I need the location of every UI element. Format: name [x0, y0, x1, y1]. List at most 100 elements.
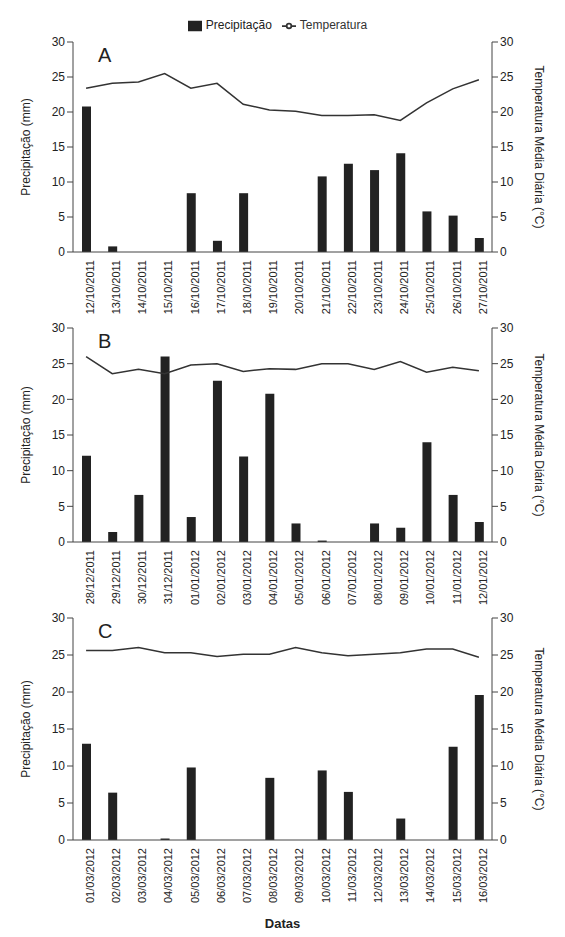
svg-text:18/10/2011: 18/10/2011	[241, 260, 253, 314]
svg-text:20: 20	[52, 105, 66, 119]
svg-text:25: 25	[52, 648, 66, 662]
svg-text:23/10/2011: 23/10/2011	[372, 260, 384, 314]
svg-text:28/12/2011: 28/12/2011	[84, 550, 96, 604]
svg-text:20: 20	[52, 393, 66, 407]
svg-text:30: 30	[52, 611, 66, 625]
svg-text:25: 25	[52, 70, 66, 84]
svg-text:25: 25	[500, 70, 514, 84]
svg-text:Temperatura Média Diária (°C): Temperatura Média Diária (°C)	[532, 66, 546, 229]
svg-text:10: 10	[500, 759, 514, 773]
svg-text:12/10/2011: 12/10/2011	[84, 260, 96, 314]
svg-text:07/03/2012: 07/03/2012	[241, 848, 253, 903]
svg-text:Precipitação (mm): Precipitação (mm)	[19, 680, 33, 777]
svg-text:11/03/2012: 11/03/2012	[346, 848, 358, 902]
svg-text:5: 5	[500, 500, 507, 514]
svg-text:15: 15	[500, 140, 514, 154]
svg-text:03/01/2012: 03/01/2012	[241, 550, 253, 605]
svg-text:15: 15	[500, 722, 514, 736]
svg-text:11/01/2012: 11/01/2012	[451, 550, 463, 604]
svg-text:10: 10	[52, 464, 66, 478]
svg-text:0: 0	[500, 833, 507, 847]
svg-text:27/10/2011: 27/10/2011	[477, 260, 489, 314]
svg-text:5: 5	[500, 796, 507, 810]
svg-text:0: 0	[58, 833, 65, 847]
svg-text:5: 5	[58, 796, 65, 810]
svg-text:09/03/2012: 09/03/2012	[293, 848, 305, 903]
svg-text:25/10/2011: 25/10/2011	[424, 260, 436, 314]
html-text:Precipitação: Precipitação	[205, 18, 272, 32]
svg-text:30/12/2011: 30/12/2011	[136, 550, 148, 604]
html-text:C: C	[98, 620, 113, 642]
svg-text:10: 10	[52, 759, 66, 773]
svg-text:21/10/2011: 21/10/2011	[320, 260, 332, 314]
svg-text:13/03/2012: 13/03/2012	[398, 848, 410, 903]
svg-text:22/10/2011: 22/10/2011	[346, 260, 358, 314]
svg-text:09/01/2012: 09/01/2012	[398, 550, 410, 605]
svg-text:0: 0	[58, 245, 65, 259]
svg-text:25: 25	[500, 648, 514, 662]
svg-text:30: 30	[52, 321, 66, 335]
svg-text:24/10/2011: 24/10/2011	[398, 260, 410, 314]
svg-text:30: 30	[52, 35, 66, 49]
svg-text:25: 25	[52, 357, 66, 371]
svg-text:20/10/2011: 20/10/2011	[293, 260, 305, 314]
svg-text:5: 5	[500, 210, 507, 224]
svg-text:5: 5	[58, 210, 65, 224]
svg-text:Precipitação (mm): Precipitação (mm)	[19, 98, 33, 195]
svg-text:15/03/2012: 15/03/2012	[451, 848, 463, 903]
svg-text:14/10/2011: 14/10/2011	[136, 260, 148, 314]
svg-text:08/03/2012: 08/03/2012	[267, 848, 279, 903]
svg-text:30: 30	[500, 321, 514, 335]
svg-text:15/10/2011: 15/10/2011	[162, 260, 174, 314]
svg-text:26/10/2011: 26/10/2011	[451, 260, 463, 314]
svg-text:29/12/2011: 29/12/2011	[110, 550, 122, 604]
svg-text:15: 15	[52, 428, 66, 442]
svg-text:03/03/2012: 03/03/2012	[136, 848, 148, 903]
svg-text:30: 30	[500, 35, 514, 49]
svg-text:16/03/2012: 16/03/2012	[477, 848, 489, 903]
svg-text:31/12/2011: 31/12/2011	[162, 550, 174, 604]
svg-text:14/03/2012: 14/03/2012	[424, 848, 436, 903]
svg-text:25: 25	[500, 357, 514, 371]
svg-text:0: 0	[500, 245, 507, 259]
svg-text:08/01/2012: 08/01/2012	[372, 550, 384, 605]
svg-text:5: 5	[58, 500, 65, 514]
svg-text:17/10/2011: 17/10/2011	[215, 260, 227, 314]
svg-text:Temperatura Média Diária (°C): Temperatura Média Diária (°C)	[532, 648, 546, 811]
svg-text:30: 30	[500, 611, 514, 625]
svg-text:02/01/2012: 02/01/2012	[215, 550, 227, 605]
svg-text:06/03/2012: 06/03/2012	[215, 848, 227, 903]
svg-text:10: 10	[500, 464, 514, 478]
svg-text:05/01/2012: 05/01/2012	[293, 550, 305, 605]
svg-text:10/03/2012: 10/03/2012	[320, 848, 332, 903]
html-text:Temperatura: Temperatura	[299, 18, 368, 32]
svg-text:20: 20	[500, 105, 514, 119]
svg-text:16/10/2011: 16/10/2011	[189, 260, 201, 314]
svg-text:15: 15	[52, 722, 66, 736]
svg-text:20: 20	[500, 685, 514, 699]
svg-text:Datas: Datas	[265, 916, 300, 928]
svg-text:07/01/2012: 07/01/2012	[346, 550, 358, 605]
svg-text:20: 20	[52, 685, 66, 699]
svg-text:15: 15	[500, 428, 514, 442]
svg-text:06/01/2012: 06/01/2012	[320, 550, 332, 605]
svg-text:04/01/2012: 04/01/2012	[267, 550, 279, 605]
svg-text:10/01/2012: 10/01/2012	[424, 550, 436, 605]
svg-text:0: 0	[500, 535, 507, 549]
svg-text:04/03/2012: 04/03/2012	[162, 848, 174, 903]
svg-text:15: 15	[52, 140, 66, 154]
svg-text:20: 20	[500, 393, 514, 407]
svg-text:12/03/2012: 12/03/2012	[372, 848, 384, 903]
svg-text:05/03/2012: 05/03/2012	[189, 848, 201, 903]
svg-text:02/03/2012: 02/03/2012	[110, 848, 122, 903]
svg-text:0: 0	[58, 535, 65, 549]
svg-text:10: 10	[500, 175, 514, 189]
svg-text:12/01/2012: 12/01/2012	[477, 550, 489, 605]
svg-text:13/10/2011: 13/10/2011	[110, 260, 122, 314]
svg-text:01/01/2012: 01/01/2012	[189, 550, 201, 605]
svg-text:01/03/2012: 01/03/2012	[84, 848, 96, 903]
svg-text:10: 10	[52, 175, 66, 189]
svg-text:Precipitação (mm): Precipitação (mm)	[19, 386, 33, 483]
svg-text:19/10/2011: 19/10/2011	[267, 260, 279, 314]
svg-text:Temperatura Média Diária (°C): Temperatura Média Diária (°C)	[532, 354, 546, 517]
